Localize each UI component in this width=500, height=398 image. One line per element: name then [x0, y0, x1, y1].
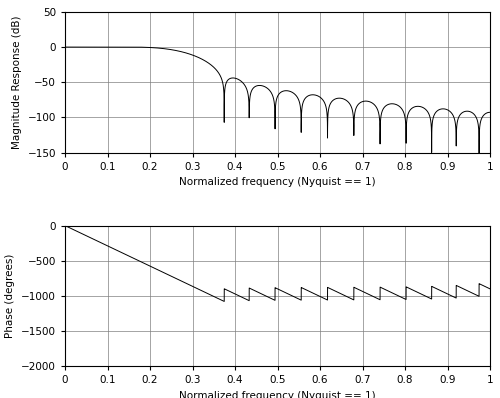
Y-axis label: Phase (degrees): Phase (degrees) [6, 254, 16, 338]
X-axis label: Normalized frequency (Nyquist == 1): Normalized frequency (Nyquist == 1) [179, 177, 376, 187]
Y-axis label: Magnitude Response (dB): Magnitude Response (dB) [12, 16, 22, 149]
X-axis label: Normalized frequency (Nyquist == 1): Normalized frequency (Nyquist == 1) [179, 391, 376, 398]
